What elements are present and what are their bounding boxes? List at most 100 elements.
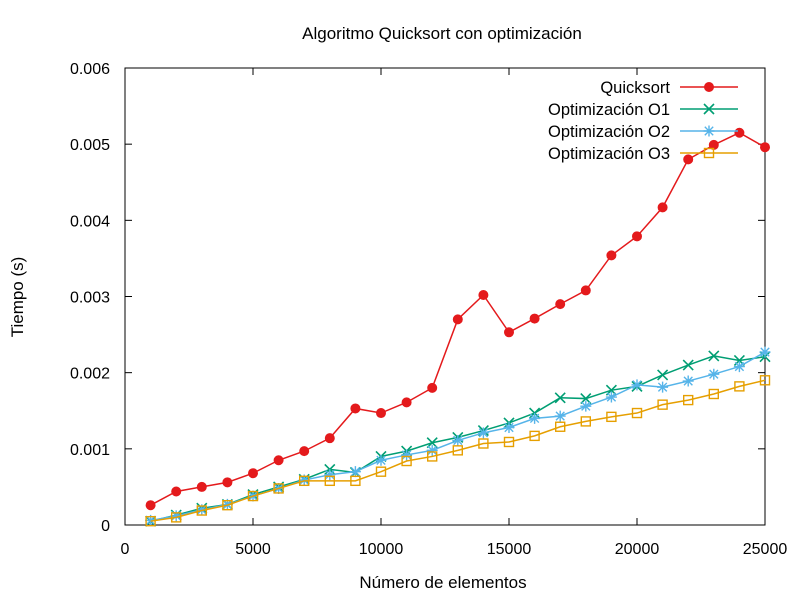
data-point	[145, 514, 157, 526]
marker-shape	[401, 455, 412, 467]
x-tick-label: 20000	[615, 541, 660, 558]
data-point	[477, 427, 489, 439]
data-point	[375, 466, 387, 477]
marker-shape	[555, 421, 566, 432]
data-point	[682, 375, 694, 387]
data-point	[171, 486, 182, 497]
marker-shape	[605, 391, 617, 403]
x-tick-label: 25000	[743, 541, 788, 558]
data-point	[145, 515, 156, 527]
data-point	[529, 430, 540, 442]
marker-shape	[145, 515, 156, 527]
series-4	[145, 375, 771, 527]
marker-shape	[401, 449, 413, 461]
marker-shape	[324, 469, 336, 481]
marker-shape	[401, 397, 412, 408]
marker-shape	[196, 505, 208, 516]
marker-shape	[324, 433, 335, 444]
marker-shape	[503, 422, 515, 434]
marker-shape	[452, 314, 463, 325]
data-point	[222, 477, 233, 488]
marker-shape	[299, 446, 310, 457]
marker-shape	[452, 445, 463, 456]
legend-entry-2: Optimización O1	[548, 101, 738, 119]
marker-shape	[452, 434, 464, 446]
marker-shape	[631, 379, 643, 391]
y-tick-label: 0.004	[70, 213, 110, 230]
data-point	[401, 449, 413, 461]
marker-shape	[170, 512, 182, 523]
data-point	[324, 475, 335, 487]
data-point	[170, 512, 182, 523]
marker-shape	[350, 475, 361, 487]
axes: 0 5000 10000 15000 20000 25000 0 0.001 0.002 0.00…	[70, 61, 787, 558]
data-point	[426, 444, 438, 456]
data-point	[657, 369, 669, 381]
marker-shape	[529, 430, 540, 442]
marker-shape	[248, 468, 258, 479]
marker-shape	[247, 490, 259, 502]
y-tick-label: 0.001	[70, 442, 110, 459]
data-point	[349, 466, 361, 478]
marker-shape	[376, 408, 386, 419]
marker-shape	[708, 368, 720, 380]
legend-entry-4: Optimización O3	[548, 145, 738, 163]
data-point	[299, 475, 310, 487]
data-point	[222, 499, 233, 511]
x-tick-label: 5000	[235, 541, 271, 558]
marker-shape	[145, 500, 156, 511]
marker-shape	[759, 346, 771, 358]
x-tick-label: 0	[121, 541, 130, 558]
marker-shape	[503, 436, 515, 448]
series-line	[150, 379, 766, 522]
marker-shape	[504, 327, 514, 338]
legend-entry-3: Optimización O2	[548, 123, 738, 141]
data-point	[248, 468, 258, 479]
marker-shape	[426, 444, 438, 456]
data-point	[759, 346, 771, 358]
series-1	[145, 127, 770, 511]
marker-shape	[196, 481, 207, 492]
marker-shape	[427, 451, 438, 462]
data-point	[401, 455, 412, 467]
marker-shape	[606, 411, 617, 423]
data-point	[350, 403, 361, 414]
marker-shape	[760, 142, 770, 153]
data-point	[503, 436, 515, 448]
marker-shape	[683, 154, 694, 165]
marker-shape	[703, 125, 715, 137]
y-tick-label: 0.005	[70, 137, 110, 154]
data-point	[299, 446, 310, 457]
marker-shape	[298, 474, 310, 486]
data-point	[555, 421, 566, 432]
data-point	[734, 381, 745, 392]
marker-shape	[478, 289, 489, 300]
legend-label: Optimización O2	[548, 123, 670, 141]
marker-shape	[222, 477, 233, 488]
y-axis-label: Tiempo (s)	[8, 257, 27, 338]
data-point	[708, 350, 720, 362]
data-point	[196, 505, 208, 516]
x-tick-label: 15000	[487, 541, 532, 558]
data-point	[170, 510, 182, 522]
marker-shape	[657, 369, 669, 381]
y-tick-label: 0	[101, 518, 110, 535]
data-point	[734, 127, 745, 138]
marker-shape	[734, 381, 745, 392]
data-point	[427, 382, 438, 393]
legend-marker	[703, 103, 715, 115]
data-point	[350, 475, 361, 487]
data-point	[760, 142, 770, 153]
marker-shape	[708, 350, 720, 362]
marker-shape	[427, 382, 438, 393]
data-point	[452, 434, 464, 446]
data-point	[529, 313, 540, 324]
marker-shape	[704, 82, 714, 92]
marker-shape	[657, 202, 668, 213]
data-point	[606, 250, 617, 261]
data-point	[657, 399, 668, 410]
data-point	[708, 368, 720, 380]
marker-shape	[703, 147, 715, 159]
legend-marker	[704, 82, 714, 92]
